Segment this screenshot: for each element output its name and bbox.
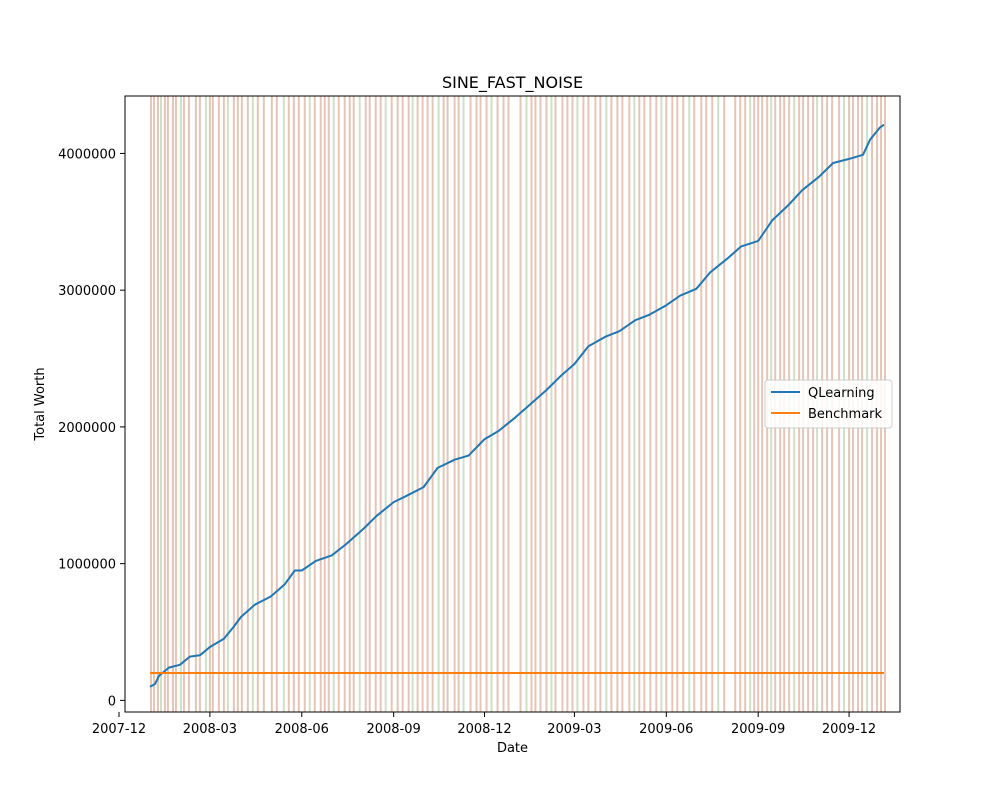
plot-frame [124, 95, 901, 713]
y-tick-label: 1000000 [58, 558, 116, 573]
legend: QLearning Benchmark [764, 379, 893, 429]
y-axis-label: Total Worth [33, 367, 48, 441]
y-tick-label: 4000000 [58, 147, 116, 162]
x-axis-label: Date [497, 741, 528, 756]
x-tick-label: 2009-12 [822, 722, 876, 737]
chart-title: SINE_FAST_NOISE [442, 73, 583, 93]
legend-label-benchmark: Benchmark [808, 407, 883, 422]
y-tick-label: 0 [108, 694, 116, 709]
x-tick-label: 2008-03 [183, 722, 237, 737]
y-axis-ticks: 0 1000000 2000000 3000000 4000000 [58, 147, 125, 709]
x-tick-label: 2009-06 [639, 722, 693, 737]
series-line-qlearning [149, 123, 885, 688]
y-tick-label: 3000000 [58, 284, 116, 299]
x-tick-label: 2008-09 [366, 722, 420, 737]
x-tick-label: 2009-09 [731, 722, 785, 737]
legend-label-qlearning: QLearning [808, 386, 875, 401]
x-tick-label: 2008-12 [457, 722, 511, 737]
x-tick-label: 2007-12 [92, 722, 146, 737]
y-tick-label: 2000000 [58, 421, 116, 436]
x-axis-ticks: 2007-12 2008-03 2008-06 2008-09 2008-12 2009-… [92, 712, 876, 737]
x-tick-label: 2009-03 [547, 722, 601, 737]
x-tick-label: 2008-06 [275, 722, 329, 737]
series-lines [149, 123, 885, 688]
